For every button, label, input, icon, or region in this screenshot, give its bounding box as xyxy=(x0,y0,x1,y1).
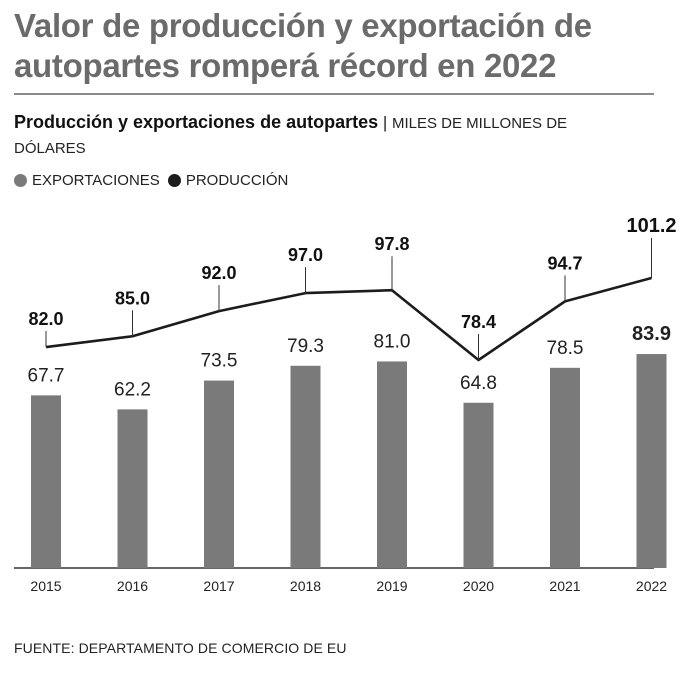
bar-exports-2021 xyxy=(550,367,580,568)
chart-units: MILES DE MILLONES DE DÓLARES xyxy=(14,115,568,157)
bar-label-2019: 81.0 xyxy=(374,331,411,352)
x-tick-label-2021: 2021 xyxy=(549,578,580,594)
source-note: FUENTE: DEPARTAMENTO DE COMERCIO DE EU xyxy=(14,640,347,656)
bar-exports-2020 xyxy=(463,402,494,568)
bar-exports-2018 xyxy=(290,365,321,568)
bar-exports-2019 xyxy=(377,361,407,568)
line-point-label-2015: 82.0 xyxy=(28,309,63,329)
subtitle-separator: | xyxy=(382,113,388,132)
line-point-label-2020: 78.4 xyxy=(461,312,496,332)
bar-label-2015: 67.7 xyxy=(28,365,65,386)
bar-exports-2015 xyxy=(31,395,61,568)
x-tick-label-2018: 2018 xyxy=(290,578,321,594)
bar-label-2020: 64.8 xyxy=(460,373,497,394)
legend-item-production: PRODUCCIÓN xyxy=(167,172,289,189)
line-production xyxy=(45,276,652,362)
line-point-label-2018: 97.0 xyxy=(288,245,323,265)
x-tick-label-2019: 2019 xyxy=(376,578,407,594)
legend-dot-exports xyxy=(14,174,27,187)
bar-exports-2016 xyxy=(117,409,148,568)
x-tick-label-2022: 2022 xyxy=(636,578,667,594)
bar-exports-2017 xyxy=(204,380,234,568)
legend-label-production: PRODUCCIÓN xyxy=(185,172,289,189)
legend-label-exports: EXPORTACIONES xyxy=(32,172,160,189)
chart-legend: EXPORTACIONES PRODUCCIÓN xyxy=(14,172,296,189)
bar-label-2017: 73.5 xyxy=(201,351,238,372)
x-tick-label-2020: 2020 xyxy=(463,578,494,594)
legend-item-exports: EXPORTACIONES xyxy=(14,172,160,189)
bar-label-2022: 83.9 xyxy=(632,323,671,345)
line-point-label-2022: 101.2 xyxy=(626,215,676,237)
bar-label-2021: 78.5 xyxy=(547,338,584,359)
legend-dot-production xyxy=(167,174,181,187)
x-tick-label-2015: 2015 xyxy=(30,578,61,594)
bar-label-2018: 79.3 xyxy=(287,336,324,357)
line-point-label-2021: 94.7 xyxy=(547,253,582,273)
headline-divider xyxy=(14,93,654,95)
x-tick-label-2017: 2017 xyxy=(203,578,234,594)
bar-label-2016: 62.2 xyxy=(114,379,151,400)
chart-title: Producción y exportaciones de autopartes xyxy=(14,112,379,132)
chart-subtitle: Producción y exportaciones de autopartes… xyxy=(14,110,634,161)
x-tick-label-2016: 2016 xyxy=(117,578,148,594)
combo-chart: 67.7 2015 62.2 2016 73.5 2017 79.3 2018 81.0 2019… xyxy=(14,215,677,594)
line-point-label-2016: 85.0 xyxy=(115,288,150,308)
line-point-label-2017: 92.0 xyxy=(201,263,236,283)
line-point-label-2019: 97.8 xyxy=(374,234,409,254)
bar-exports-2022 xyxy=(636,354,667,568)
headline: Valor de producción y exportación de aut… xyxy=(14,7,592,84)
